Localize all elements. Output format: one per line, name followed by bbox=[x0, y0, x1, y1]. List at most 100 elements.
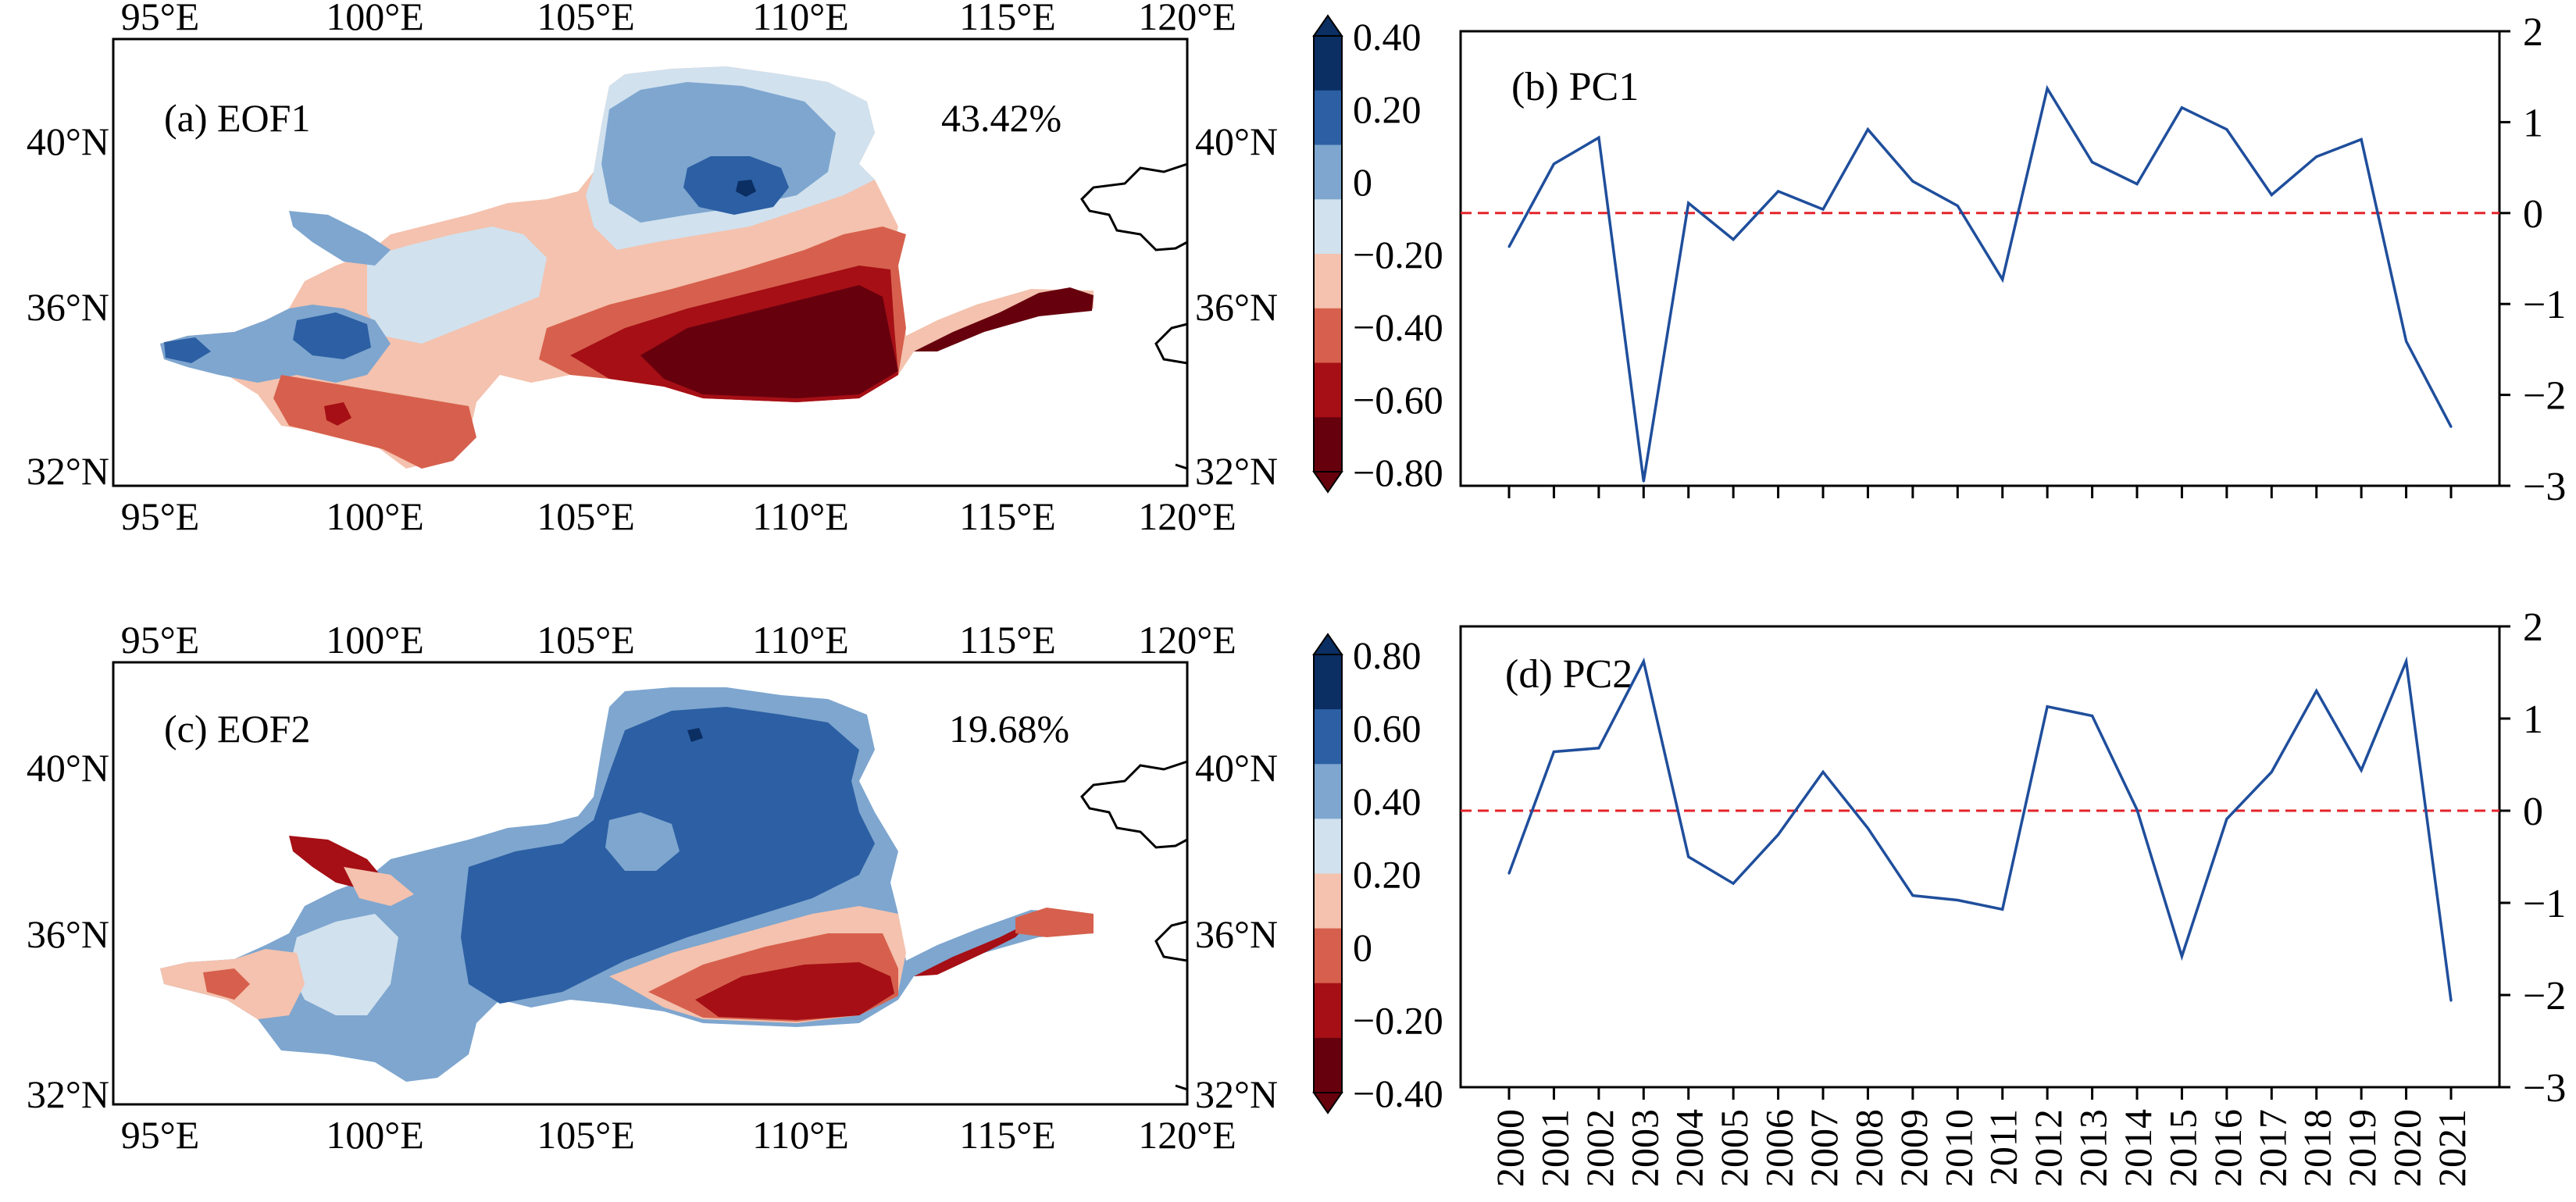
eof1-darkest-blue-dot bbox=[736, 180, 756, 197]
colorbar-segment bbox=[1314, 655, 1342, 710]
colorbar-segment bbox=[1314, 983, 1342, 1039]
pc-data-point bbox=[2315, 690, 2318, 693]
pc-data-point bbox=[2360, 769, 2363, 772]
eof2-light-blue-west bbox=[289, 914, 398, 1015]
eof2-darkest-blue-dot bbox=[687, 728, 703, 742]
colorbar-tick-label: 0.20 bbox=[1353, 87, 1422, 131]
pc-xtick-label: 2005 bbox=[1712, 1109, 1756, 1187]
pc2-title: (d) PC2 bbox=[1505, 652, 1632, 697]
eof1-south-darkest-red bbox=[640, 285, 898, 398]
map-bottom-lon-tick: 100°E bbox=[326, 1113, 424, 1157]
colorbar-segment bbox=[1314, 1037, 1342, 1093]
pc-data-point bbox=[2405, 660, 2408, 663]
eof1-coastline bbox=[1080, 162, 1187, 470]
pc-xtick-label: 2014 bbox=[2116, 1109, 2160, 1187]
eof1-map-frame bbox=[112, 37, 1189, 487]
colorbar-tick-label: −0.60 bbox=[1353, 378, 1443, 422]
colorbar-tick-label: 0.40 bbox=[1353, 779, 1422, 823]
colorbar-segment bbox=[1314, 36, 1342, 91]
pc-ytick-label: −2 bbox=[2523, 974, 2566, 1018]
pc-data-point bbox=[2270, 194, 2273, 197]
pc-ytick-label: 2 bbox=[2523, 10, 2543, 55]
colorbar-tick-label: 0.20 bbox=[1353, 853, 1422, 897]
eof1-southwest-red bbox=[273, 375, 476, 469]
pc-data-point bbox=[2315, 155, 2318, 159]
eof1-west-dark-blue bbox=[293, 312, 371, 359]
eof1-dark-blue-core bbox=[683, 156, 789, 215]
colorbar-tick-label: 0.40 bbox=[1353, 15, 1422, 59]
pc-data-point bbox=[2001, 908, 2004, 911]
eof1-light-blue-mid bbox=[367, 226, 547, 344]
pc-xtick-label: 2021 bbox=[2430, 1109, 2474, 1187]
pc-data-point bbox=[1777, 190, 1780, 193]
colorbar-top-arrow bbox=[1312, 633, 1343, 655]
pc-xtick-label: 2020 bbox=[2385, 1109, 2429, 1187]
pc-ytick-label: 2 bbox=[2523, 605, 2543, 650]
map-top-lon-tick: 110°E bbox=[752, 618, 849, 662]
pc-ytick-label: −2 bbox=[2523, 374, 2566, 419]
pc-ytick-label: −3 bbox=[2523, 1066, 2566, 1111]
map-right-lat-tick: 32°N bbox=[1195, 1072, 1278, 1116]
eof1-northwest-arm bbox=[289, 211, 391, 266]
colorbar-outline bbox=[1313, 35, 1343, 473]
map-right-lat-tick: 40°N bbox=[1195, 746, 1278, 790]
map-left-lat-tick: 32°N bbox=[27, 449, 109, 493]
pc-data-point bbox=[2180, 106, 2183, 109]
map-bottom-lon-tick: 115°E bbox=[959, 494, 1056, 538]
map-bottom-lon-tick: 120°E bbox=[1138, 1113, 1236, 1157]
pc-ytick-label: 1 bbox=[2523, 697, 2543, 742]
pc-xtick-label: 2007 bbox=[1802, 1109, 1846, 1187]
pc-ytick-label: 0 bbox=[2523, 790, 2543, 834]
eof2-east-arm-red bbox=[914, 922, 1031, 976]
colorbar-bottom-arrow bbox=[1312, 471, 1343, 494]
eof2-south-dark-red bbox=[695, 962, 894, 1020]
map-bottom-lon-tick: 115°E bbox=[959, 1113, 1056, 1157]
colorbar-outline bbox=[1313, 654, 1343, 1093]
pc-data-point bbox=[2046, 87, 2049, 90]
pc-ytick-label: 1 bbox=[2523, 101, 2543, 145]
pc-data-point bbox=[2135, 808, 2139, 811]
eof2-northwest-pink bbox=[344, 867, 414, 906]
map-bottom-lon-tick: 95°E bbox=[121, 1113, 200, 1157]
eof1-ticks: 95°E 100°E 105°E 110°E 115°E 120°E 95°E 100°E 10… bbox=[27, 0, 1278, 538]
eof2-west-red-spots bbox=[203, 968, 250, 1000]
pc-data-point bbox=[1911, 894, 1914, 897]
map-right-lat-tick: 36°N bbox=[1195, 285, 1278, 329]
colorbar-tick-label: −0.40 bbox=[1353, 305, 1443, 349]
pc-xtick-label: 2002 bbox=[1578, 1109, 1622, 1187]
map-left-lat-tick: 40°N bbox=[27, 119, 109, 163]
pc-data-point bbox=[1866, 826, 1869, 829]
pc-data-point bbox=[1821, 208, 1825, 211]
colorbar-segment bbox=[1314, 362, 1342, 418]
pc-xtick-label: 2006 bbox=[1757, 1109, 1801, 1187]
colorbar-segment bbox=[1314, 254, 1342, 309]
pc-data-point bbox=[1597, 747, 1600, 750]
pc-series-line bbox=[1507, 656, 2453, 1001]
colorbar-segment bbox=[1314, 308, 1342, 363]
map-right-lat-tick: 40°N bbox=[1195, 119, 1278, 163]
pc-xtick-label: 2004 bbox=[1668, 1109, 1711, 1187]
colorbar-segment bbox=[1314, 764, 1342, 819]
map-left-lat-tick: 36°N bbox=[27, 912, 109, 956]
pc-xtick-label: 2008 bbox=[1846, 1109, 1890, 1187]
pc-data-point bbox=[2001, 278, 2004, 281]
pc-data-point bbox=[1956, 898, 1959, 901]
pc-xtick-label: 2003 bbox=[1622, 1109, 1666, 1187]
eof1-west-dark-blue-2 bbox=[164, 337, 211, 363]
eof1-colorbar: 0.40 0.20 0 −0.20 −0.40 −0.60 −0.80 bbox=[1312, 14, 1443, 494]
colorbar-tick-label: 0 bbox=[1353, 926, 1372, 969]
pc-data-point bbox=[1732, 882, 1735, 885]
map-panel-eof2: 95°E 100°E 105°E 110°E 115°E 120°E 95°E 100°E 10… bbox=[27, 618, 1278, 1157]
pc-data-point bbox=[2135, 183, 2139, 186]
map-left-lat-tick: 32°N bbox=[27, 1072, 109, 1116]
pc-ytick-label: −1 bbox=[2523, 283, 2566, 327]
colorbar-tick-label: 0.60 bbox=[1353, 707, 1422, 751]
colorbar-top-arrow bbox=[1312, 14, 1343, 37]
colorbar-segment bbox=[1314, 873, 1342, 929]
pc-xtick-label: 2015 bbox=[2160, 1109, 2204, 1187]
eof1-label: (a) EOF1 bbox=[164, 96, 310, 140]
pc-data-point bbox=[2360, 138, 2363, 141]
colorbar-tick-label: 0.80 bbox=[1353, 633, 1422, 677]
eof2-colorbar: 0.80 0.60 0.40 0.20 0 −0.20 −0.40 bbox=[1312, 633, 1443, 1115]
eof1-shading bbox=[160, 66, 1187, 470]
